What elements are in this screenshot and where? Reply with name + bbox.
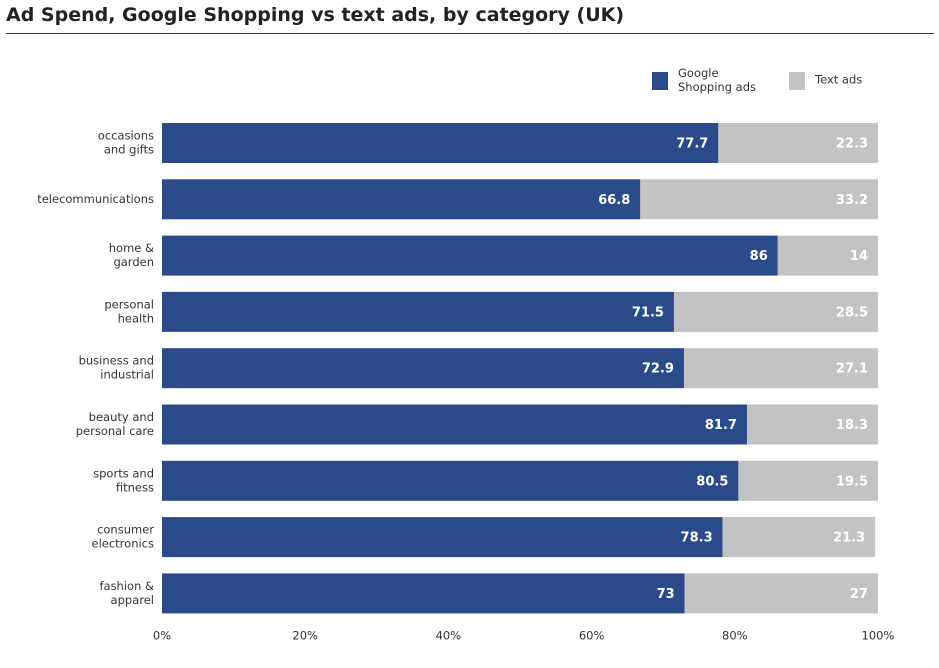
data-label: 66.8 xyxy=(598,193,630,208)
category-label: telecommunications xyxy=(37,192,154,206)
data-label: 28.5 xyxy=(836,305,868,320)
legend-label: Text ads xyxy=(814,73,862,87)
x-tick-label: 20% xyxy=(292,629,318,643)
category-label: personal xyxy=(104,297,154,311)
data-label: 81.7 xyxy=(705,418,737,433)
data-label: 21.3 xyxy=(833,531,865,546)
legend-label: Shopping ads xyxy=(678,80,756,94)
data-label: 80.5 xyxy=(696,474,728,489)
data-label: 72.9 xyxy=(642,362,674,377)
data-label: 78.3 xyxy=(681,531,713,546)
title-divider xyxy=(6,33,934,34)
category-label: sports and xyxy=(93,466,154,480)
bar-google-shopping xyxy=(162,291,674,332)
bar-text-ads xyxy=(746,404,878,445)
x-tick-label: 100% xyxy=(862,629,895,643)
category-label: apparel xyxy=(111,593,154,607)
data-label: 73 xyxy=(657,587,675,602)
bar-text-ads xyxy=(640,179,878,220)
category-label: fashion & xyxy=(99,579,154,593)
bar-text-ads xyxy=(684,573,878,614)
legend-label: Google xyxy=(678,66,719,80)
legend-swatch xyxy=(652,72,668,90)
bar-google-shopping xyxy=(162,517,723,558)
bar-google-shopping xyxy=(162,179,641,220)
bar-google-shopping xyxy=(162,404,747,445)
category-label: consumer xyxy=(97,523,154,537)
legend-swatch xyxy=(789,72,805,90)
category-label: fitness xyxy=(116,480,154,494)
data-label: 19.5 xyxy=(836,474,868,489)
bar-google-shopping xyxy=(162,235,778,276)
category-label: electronics xyxy=(92,537,155,551)
data-label: 33.2 xyxy=(836,193,868,208)
category-label: home & xyxy=(109,241,154,255)
bar-text-ads xyxy=(738,460,878,501)
data-label: 27 xyxy=(850,587,868,602)
bar-google-shopping xyxy=(162,123,719,163)
category-label: industrial xyxy=(100,368,154,382)
category-label: occasions xyxy=(98,129,154,143)
category-label: personal care xyxy=(76,424,154,438)
data-label: 77.7 xyxy=(676,137,708,152)
x-tick-label: 80% xyxy=(722,629,748,643)
bar-text-ads xyxy=(673,291,878,332)
category-label: business and xyxy=(79,354,154,368)
data-label: 86 xyxy=(750,249,768,264)
x-tick-label: 0% xyxy=(153,629,171,643)
data-label: 27.1 xyxy=(836,362,868,377)
bar-text-ads xyxy=(777,235,878,276)
data-label: 71.5 xyxy=(632,305,664,320)
category-label: garden xyxy=(113,255,154,269)
category-label: health xyxy=(118,311,154,325)
data-label: 18.3 xyxy=(836,418,868,433)
x-tick-label: 40% xyxy=(436,629,462,643)
bar-text-ads xyxy=(722,517,876,558)
bar-text-ads xyxy=(683,348,878,389)
data-label: 22.3 xyxy=(836,137,868,152)
category-label: beauty and xyxy=(89,410,154,424)
category-label: and gifts xyxy=(104,143,154,157)
chart-title: Ad Spend, Google Shopping vs text ads, b… xyxy=(6,4,625,26)
bar-text-ads xyxy=(718,123,878,163)
bar-google-shopping xyxy=(162,573,685,614)
bar-google-shopping xyxy=(162,460,739,501)
x-tick-label: 60% xyxy=(579,629,605,643)
data-label: 14 xyxy=(850,249,868,264)
bar-google-shopping xyxy=(162,348,684,389)
